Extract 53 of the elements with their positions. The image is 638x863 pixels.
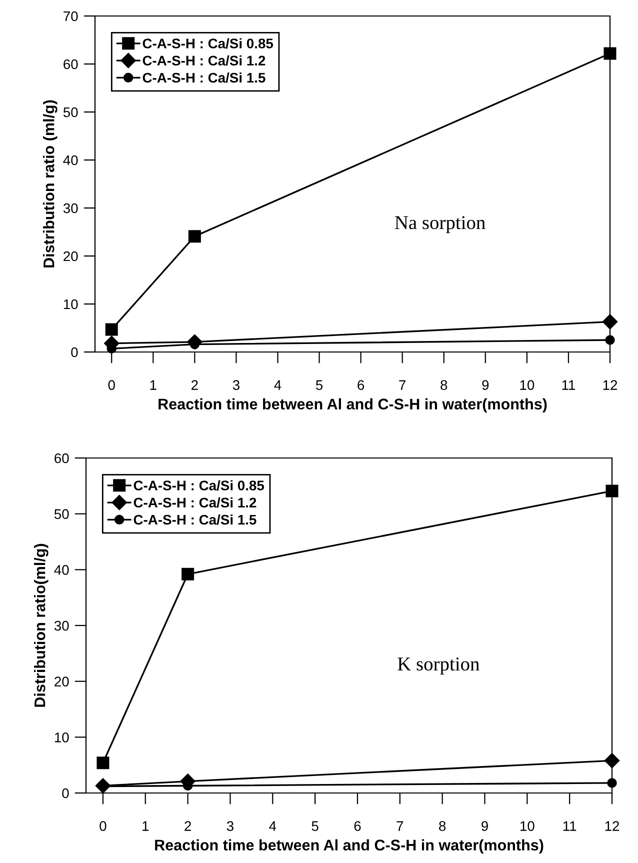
x-tick-label: 0 — [100, 821, 106, 831]
x-tick-label: 3 — [232, 380, 240, 390]
y-tick-label: 30 — [54, 620, 69, 631]
y-tick-label: 0 — [62, 788, 69, 798]
x-tick-label: 5 — [316, 380, 323, 390]
y-tick-label: 60 — [64, 59, 78, 70]
y-tick-label: 50 — [63, 107, 78, 118]
x-tick-label: 1 — [150, 380, 156, 390]
y-tick-label: 20 — [64, 251, 78, 262]
y-tick-label: 0 — [71, 347, 78, 358]
x-tick-label: 7 — [396, 821, 404, 831]
x-tick-label: 7 — [399, 380, 406, 390]
y-tick-label: 10 — [54, 732, 69, 742]
legend-label: C-A-S-H : Ca/Si 1.2 — [134, 497, 256, 508]
y-tick-label: 40 — [63, 155, 78, 166]
legend-label: C-A-S-H : Ca/Si 0.85 — [142, 38, 274, 49]
legend-label: C-A-S-H : Ca/Si 1.5 — [142, 72, 266, 83]
y-tick-label: 30 — [63, 203, 78, 214]
x-tick-label: 12 — [605, 821, 620, 831]
y-tick-label: 40 — [54, 565, 69, 575]
y-tick-label: 70 — [64, 11, 78, 22]
y-tick-label: 50 — [54, 509, 69, 520]
x-tick-label: 1 — [142, 821, 149, 831]
legend-label: C-A-S-H : Ca/Si 1.2 — [142, 55, 266, 66]
x-axis-title: Reaction time between Al and C-S-H in water(months) — [158, 398, 547, 413]
x-tick-label: 5 — [312, 821, 318, 831]
x-tick-label: 12 — [603, 380, 618, 390]
x-tick-label: 8 — [440, 380, 448, 390]
x-tick-label: 2 — [192, 380, 198, 390]
x-tick-label: 9 — [482, 821, 488, 831]
y-tick-label: 60 — [54, 453, 69, 464]
x-tick-label: 6 — [358, 380, 364, 390]
x-tick-label: 10 — [520, 821, 534, 831]
x-tick-label: 6 — [354, 821, 361, 831]
x-tick-label: 2 — [184, 821, 191, 831]
y-axis-title: Distribution ratio (ml/g) — [43, 100, 58, 268]
x-tick-label: 4 — [269, 821, 276, 831]
x-tick-label: 8 — [439, 821, 446, 831]
annotation: Na sorption — [394, 216, 486, 234]
x-tick-label: 3 — [226, 821, 234, 831]
x-tick-label: 10 — [520, 380, 534, 390]
x-tick-label: 9 — [482, 380, 489, 390]
x-axis-title: Reaction time between Al and C-S-H in water(months) — [155, 839, 544, 854]
x-tick-label: 0 — [108, 380, 115, 390]
y-tick-label: 10 — [64, 299, 78, 310]
legend-label: C-A-S-H : Ca/Si 1.5 — [134, 514, 256, 525]
x-tick-label: 11 — [562, 380, 576, 390]
x-tick-label: 4 — [274, 380, 282, 390]
annotation: K sorption — [398, 658, 480, 675]
x-tick-label: 11 — [563, 821, 576, 831]
y-axis-title: Distribution ratio(ml/g) — [34, 544, 48, 707]
y-tick-label: 20 — [54, 676, 69, 687]
legend-label: C-A-S-H : Ca/Si 0.85 — [134, 480, 264, 491]
